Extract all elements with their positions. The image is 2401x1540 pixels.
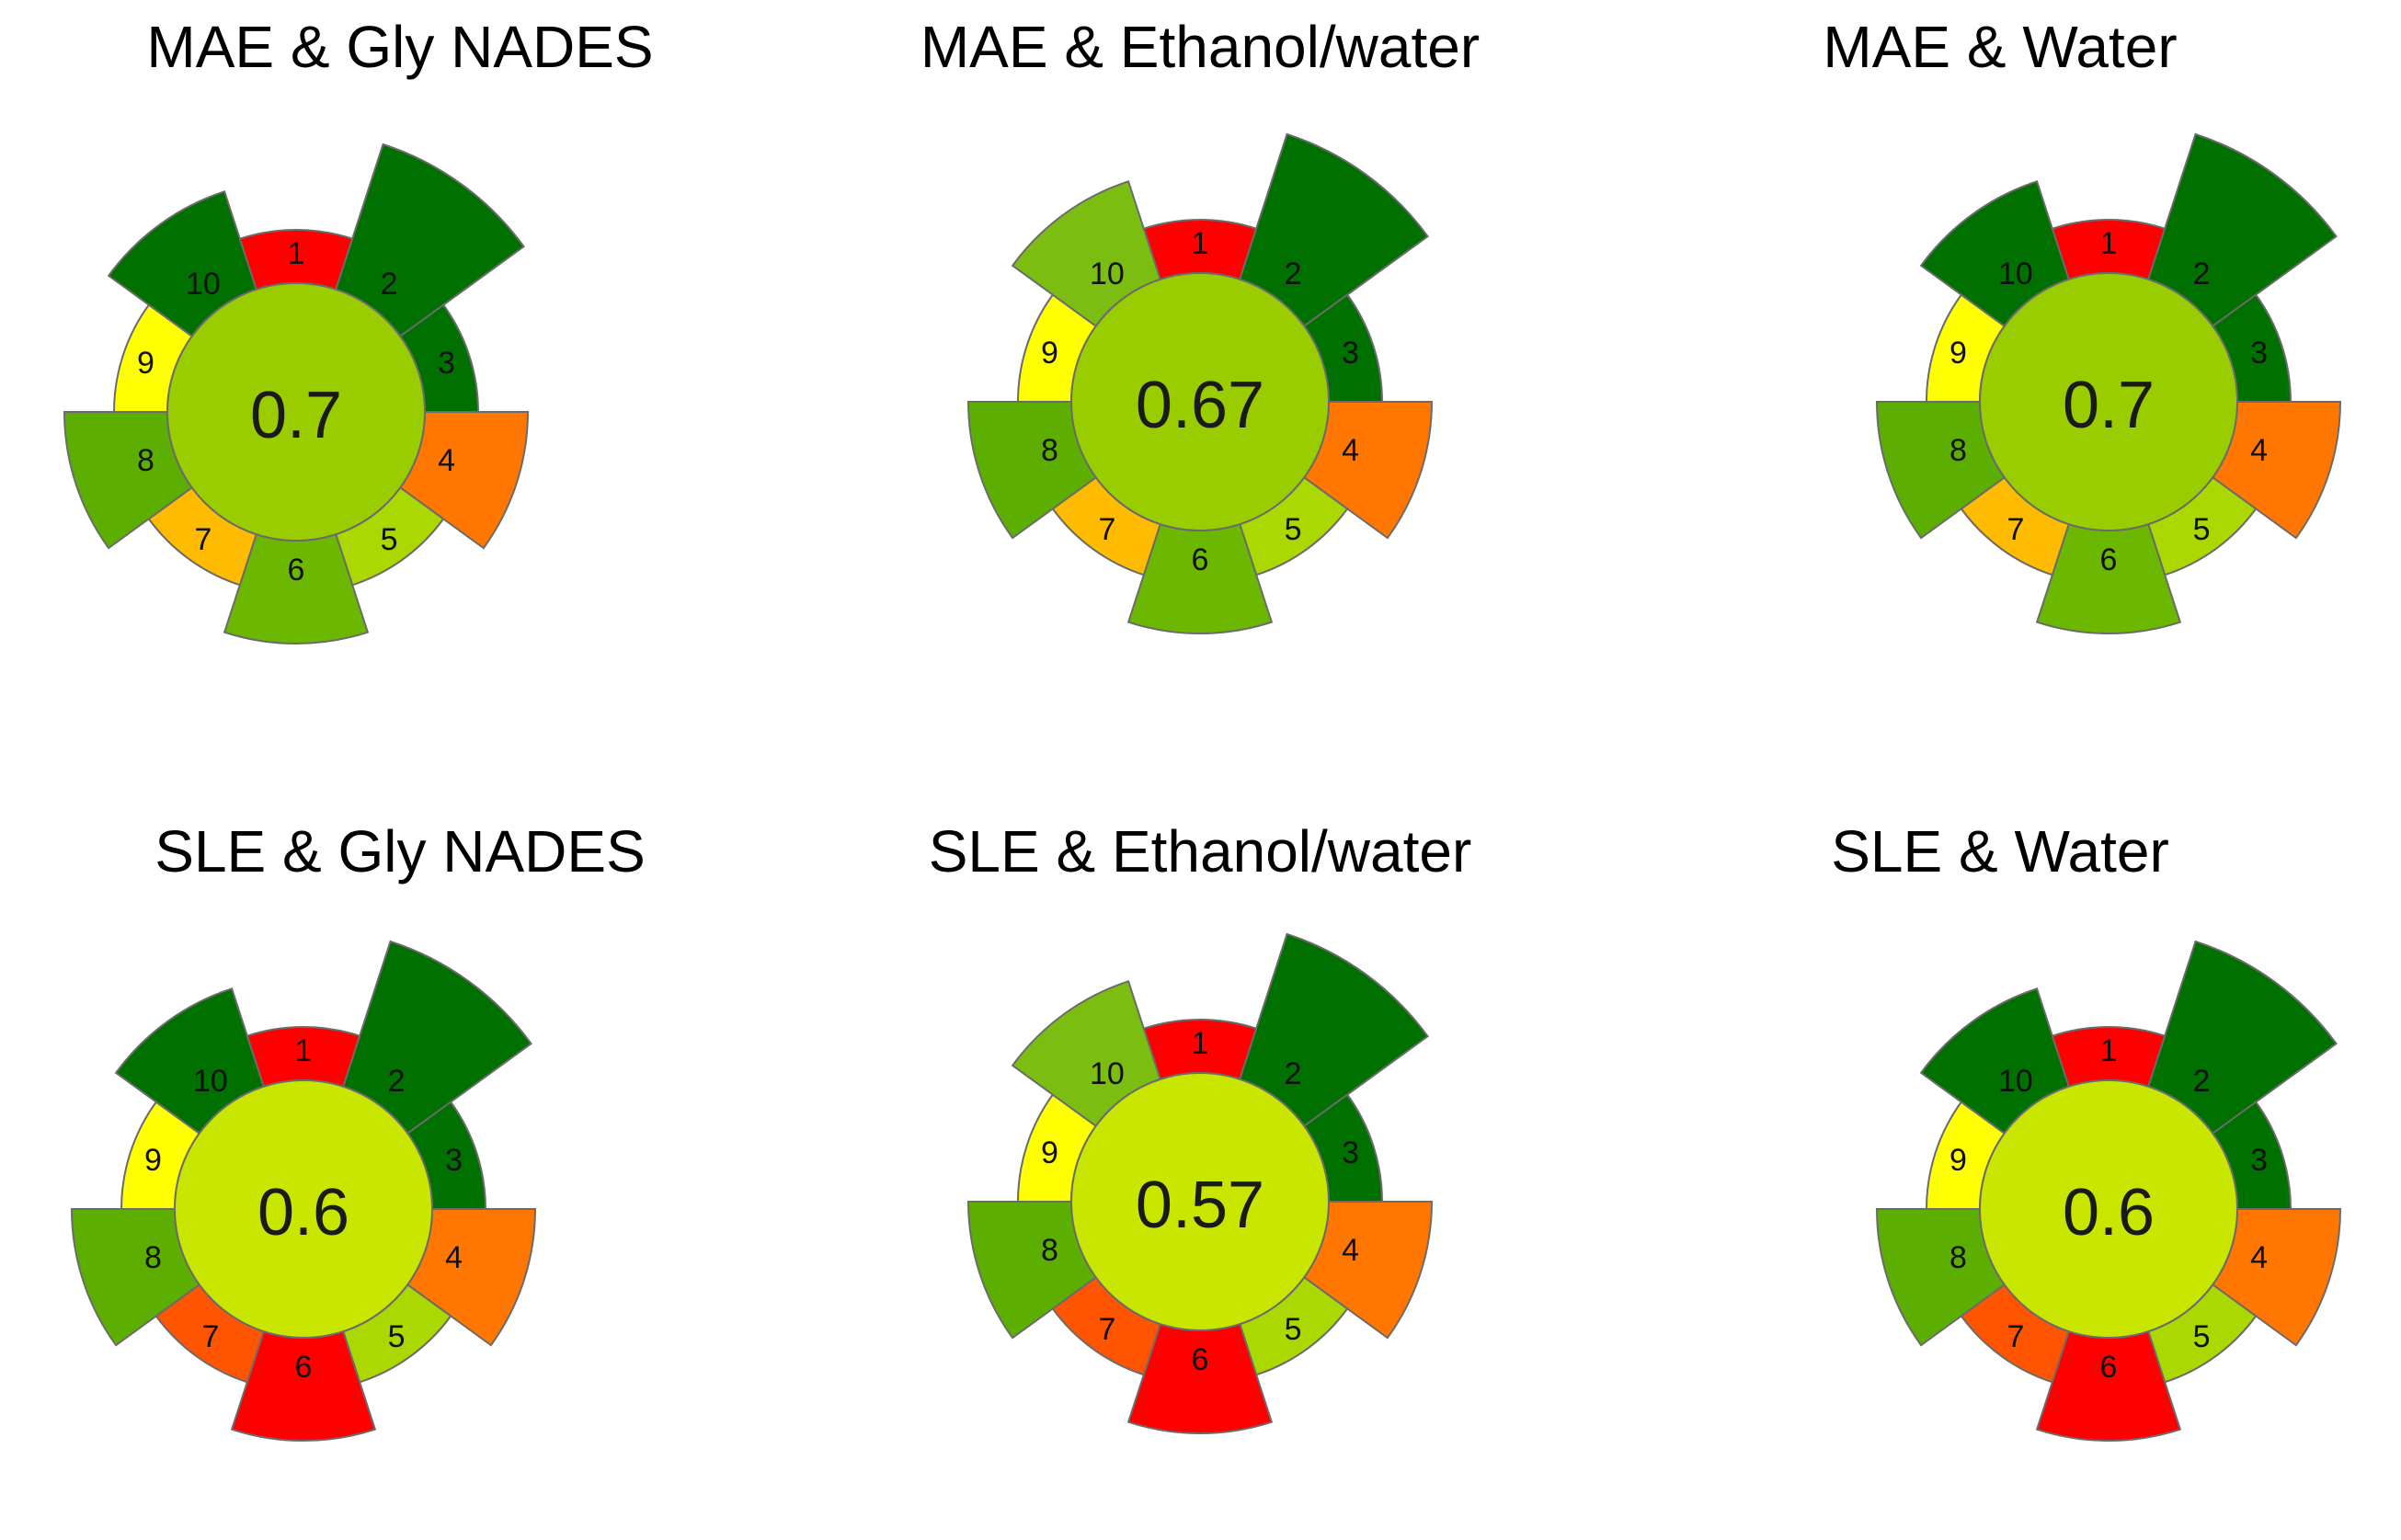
segment-label-3: 3 xyxy=(1342,336,1359,371)
chart-panel-sle-gly-nades: SLE & Gly NADES 1 2 3 4 5 6 7 8 9 10 0.6 xyxy=(0,804,800,1540)
chart-svg: 1 2 3 4 5 6 7 8 9 10 0.7 xyxy=(63,143,530,645)
segment-label-10: 10 xyxy=(1998,1064,2033,1099)
chart-svg: 1 2 3 4 5 6 7 8 9 10 0.57 xyxy=(966,932,1434,1434)
segment-label-10: 10 xyxy=(186,267,221,302)
segment-label-7: 7 xyxy=(1098,1312,1115,1347)
segment-label-10: 10 xyxy=(1090,1056,1125,1091)
segment-label-7: 7 xyxy=(2007,1319,2024,1354)
segment-label-6: 6 xyxy=(2100,1350,2118,1385)
segment-label-8: 8 xyxy=(144,1240,162,1275)
segment-label-5: 5 xyxy=(2193,1319,2211,1354)
segment-label-3: 3 xyxy=(445,1143,463,1178)
segment-label-9: 9 xyxy=(1949,336,1967,371)
score-circle xyxy=(1070,1072,1330,1331)
segment-label-4: 4 xyxy=(2250,433,2268,468)
chart-panel-mae-gly-nades: MAE & Gly NADES 1 2 3 4 5 6 7 8 9 10 0.7 xyxy=(0,0,800,736)
chart-svg: 1 2 3 4 5 6 7 8 9 10 0.6 xyxy=(1875,940,2342,1442)
segment-label-3: 3 xyxy=(1342,1135,1359,1170)
segment-label-4: 4 xyxy=(1342,433,1359,468)
segment-label-8: 8 xyxy=(1041,433,1058,468)
agree-pictogram-grid: MAE & Gly NADES 1 2 3 4 5 6 7 8 9 10 0.7 MAE & Eth… xyxy=(0,0,2400,1442)
score-circle xyxy=(1070,272,1330,531)
segment-label-2: 2 xyxy=(388,1064,406,1099)
score-value: 0.7 xyxy=(250,379,342,452)
segment-label-9: 9 xyxy=(144,1143,162,1178)
segment-label-4: 4 xyxy=(445,1240,463,1275)
chart-title: MAE & Gly NADES xyxy=(146,14,654,80)
segment-label-5: 5 xyxy=(388,1319,406,1354)
chart-title: MAE & Ethanol/water xyxy=(920,14,1481,80)
segment-label-5: 5 xyxy=(2193,512,2211,547)
score-circle xyxy=(166,282,426,542)
segment-label-1: 1 xyxy=(1192,1026,1209,1061)
chart-svg: 1 2 3 4 5 6 7 8 9 10 0.7 xyxy=(1875,132,2342,634)
segment-label-8: 8 xyxy=(1041,1233,1058,1268)
segment-label-5: 5 xyxy=(381,522,398,557)
chart-panel-mae-ethanol-water: MAE & Ethanol/water 1 2 3 4 5 6 7 8 9 10 0.67 xyxy=(800,0,1600,736)
segment-label-9: 9 xyxy=(1949,1143,1967,1178)
chart-title: SLE & Ethanol/water xyxy=(928,818,1472,884)
segment-label-1: 1 xyxy=(288,236,305,271)
segment-label-2: 2 xyxy=(2193,1064,2211,1099)
segment-label-9: 9 xyxy=(1041,336,1058,371)
segment-label-1: 1 xyxy=(2100,226,2118,261)
score-circle xyxy=(1979,272,2238,531)
segment-label-9: 9 xyxy=(137,346,154,381)
segment-label-2: 2 xyxy=(1285,257,1302,291)
segment-label-2: 2 xyxy=(2193,257,2211,291)
segment-label-5: 5 xyxy=(1285,1312,1302,1347)
chart-title: SLE & Water xyxy=(1831,818,2169,884)
chart-panel-sle-ethanol-water: SLE & Ethanol/water 1 2 3 4 5 6 7 8 9 10 0.57 xyxy=(800,804,1600,1540)
segment-label-1: 1 xyxy=(1192,226,1209,261)
chart-title: MAE & Water xyxy=(1823,14,2178,80)
chart-title: SLE & Gly NADES xyxy=(154,818,646,884)
segment-label-8: 8 xyxy=(1949,1240,1967,1275)
score-value: 0.67 xyxy=(1136,369,1264,442)
score-value: 0.6 xyxy=(257,1176,349,1249)
segment-label-1: 1 xyxy=(2100,1033,2118,1068)
score-circle xyxy=(1979,1079,2238,1339)
segment-label-3: 3 xyxy=(438,346,455,381)
segment-label-3: 3 xyxy=(2250,336,2268,371)
chart-svg: 1 2 3 4 5 6 7 8 9 10 0.67 xyxy=(966,132,1434,634)
segment-label-7: 7 xyxy=(201,1319,219,1354)
segment-label-2: 2 xyxy=(1285,1056,1302,1091)
segment-label-6: 6 xyxy=(1192,1342,1209,1377)
segment-label-6: 6 xyxy=(288,553,305,587)
segment-label-4: 4 xyxy=(2250,1240,2268,1275)
segment-label-10: 10 xyxy=(193,1064,228,1099)
segment-label-10: 10 xyxy=(1090,257,1125,291)
segment-label-6: 6 xyxy=(1192,542,1209,577)
segment-label-2: 2 xyxy=(381,267,398,302)
segment-label-1: 1 xyxy=(295,1033,313,1068)
segment-label-3: 3 xyxy=(2250,1143,2268,1178)
score-value: 0.7 xyxy=(2063,369,2155,442)
score-value: 0.57 xyxy=(1136,1169,1264,1242)
score-circle xyxy=(174,1079,433,1339)
segment-label-4: 4 xyxy=(438,443,455,478)
chart-panel-mae-water: MAE & Water 1 2 3 4 5 6 7 8 9 10 0.7 xyxy=(1600,0,2400,736)
segment-label-7: 7 xyxy=(2007,512,2024,547)
segment-label-6: 6 xyxy=(2100,542,2118,577)
segment-label-10: 10 xyxy=(1998,257,2033,291)
segment-label-7: 7 xyxy=(194,522,212,557)
chart-svg: 1 2 3 4 5 6 7 8 9 10 0.6 xyxy=(70,940,537,1442)
segment-label-9: 9 xyxy=(1041,1135,1058,1170)
score-value: 0.6 xyxy=(2063,1176,2155,1249)
segment-label-8: 8 xyxy=(137,443,154,478)
segment-label-4: 4 xyxy=(1342,1233,1359,1268)
segment-label-6: 6 xyxy=(295,1350,313,1385)
segment-label-5: 5 xyxy=(1285,512,1302,547)
chart-panel-sle-water: SLE & Water 1 2 3 4 5 6 7 8 9 10 0.6 xyxy=(1600,804,2400,1540)
segment-label-8: 8 xyxy=(1949,433,1967,468)
segment-label-7: 7 xyxy=(1098,512,1115,547)
